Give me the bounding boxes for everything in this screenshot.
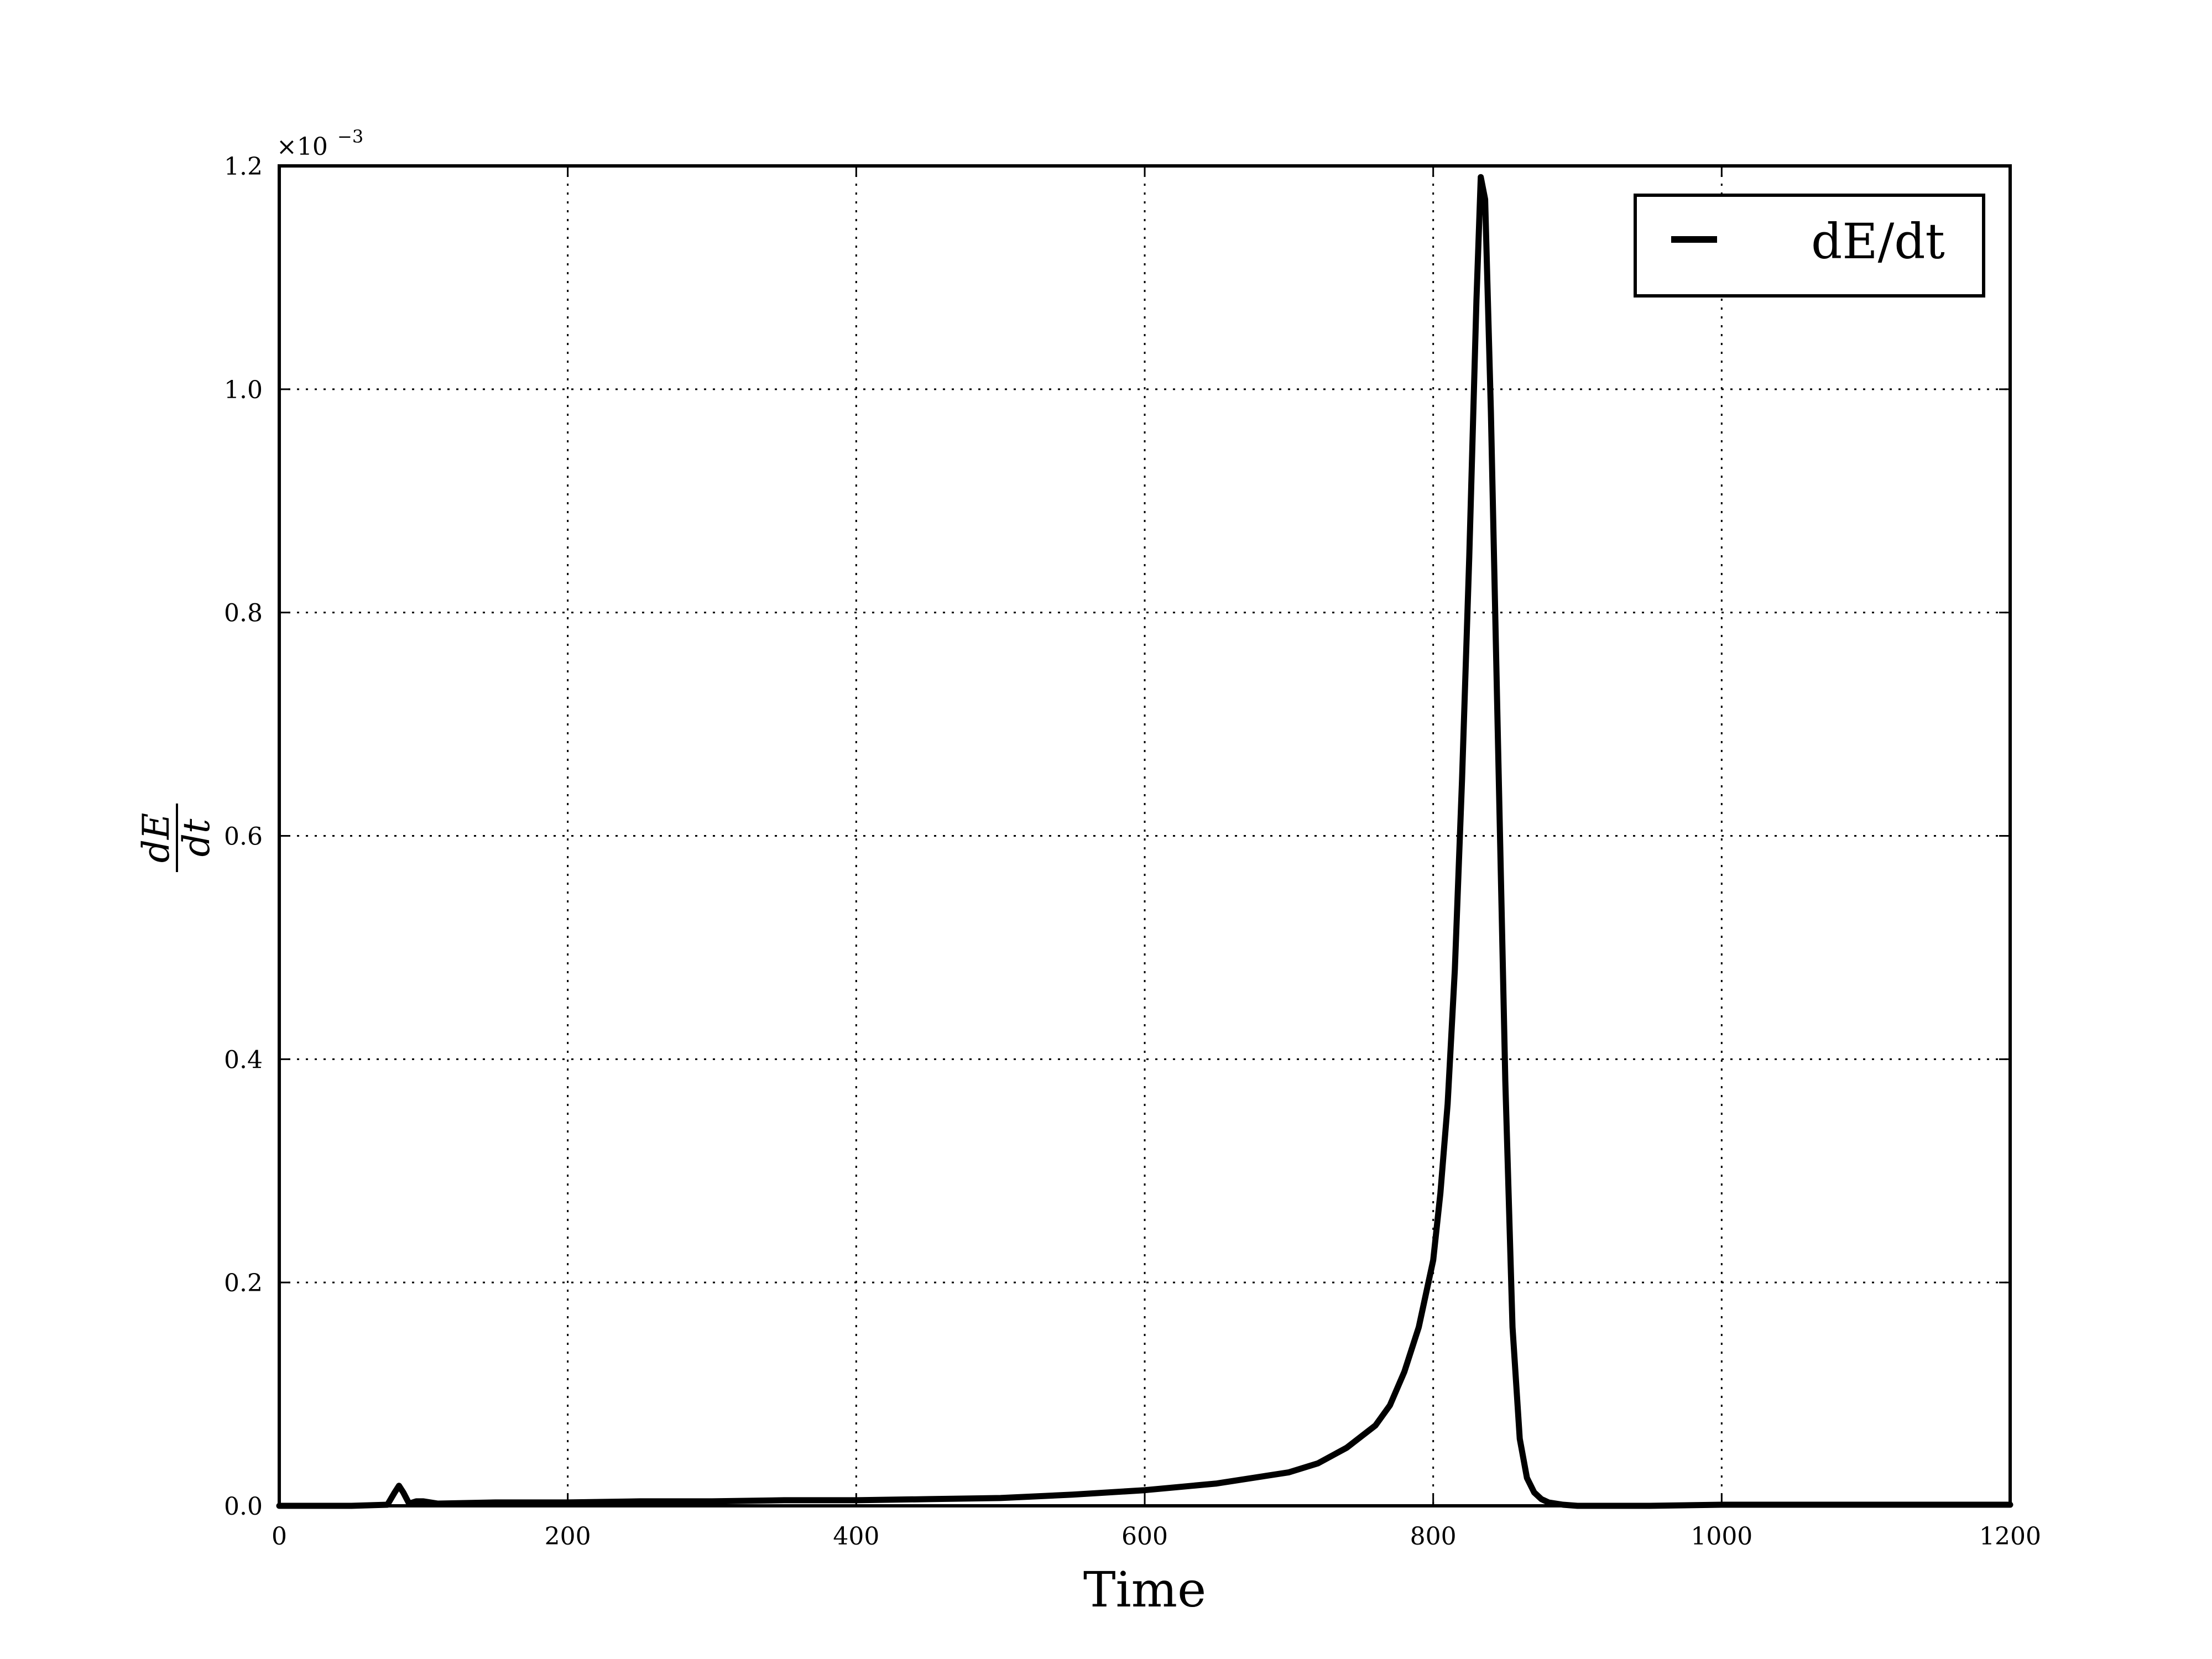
y-tick-label: 1.2 (224, 153, 263, 181)
grid-lines (279, 166, 2010, 1506)
y-axis-label: dE dt (135, 804, 218, 872)
series-group (276, 174, 2013, 1509)
x-tick-label: 200 (545, 1522, 591, 1551)
y-multiplier-exponent: −3 (337, 126, 363, 147)
x-axis-label: Time (1083, 1561, 1206, 1618)
y-axis-label-numerator: dE (135, 813, 178, 863)
series-line (276, 174, 2013, 1509)
x-tick-label: 800 (1410, 1522, 1457, 1551)
x-tick-label: 0 (272, 1522, 287, 1551)
axis-ticks: 0 200 400 600 800 1000 1200 0.0 0.2 0.4 0.6 0.8 1.0 1… (224, 153, 2041, 1551)
x-tick-label: 400 (833, 1522, 879, 1551)
x-tick-label: 600 (1121, 1522, 1168, 1551)
y-axis-label-denominator: dt (175, 818, 218, 857)
y-tick-label: 0.8 (224, 599, 263, 628)
legend: dE/dt (1634, 194, 1985, 298)
legend-label: dE/dt (1811, 213, 1945, 270)
y-multiplier: ×10 −3 (276, 126, 363, 161)
x-tick-label: 1200 (1979, 1522, 2041, 1551)
y-tick-label: 0.4 (224, 1046, 263, 1074)
y-tick-label: 1.0 (224, 376, 263, 404)
legend-box (1634, 194, 1985, 298)
y-tick-label: 0.2 (224, 1269, 263, 1297)
y-multiplier-base: ×10 (276, 133, 328, 161)
y-tick-label: 0.6 (224, 823, 263, 851)
y-tick-label: 0.0 (224, 1493, 263, 1521)
x-tick-label: 1000 (1691, 1522, 1752, 1551)
